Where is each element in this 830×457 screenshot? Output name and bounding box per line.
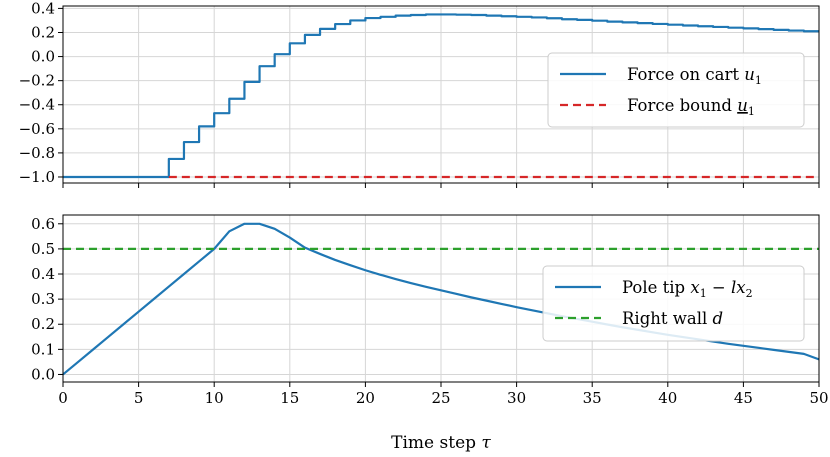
series-line-0 — [63, 13, 819, 179]
y-tick-label: 0.2 — [31, 23, 55, 41]
x-tick-label: 45 — [734, 389, 753, 407]
x-axis-label: Time step τ — [391, 433, 491, 453]
y-tick-label: 0.0 — [31, 365, 55, 383]
y-tick-label: −0.2 — [19, 72, 55, 90]
x-tick-label: 35 — [583, 389, 602, 407]
pole-panel: 0 5 10 15 20 25 30 35 40 45 50 0.0 0.1 0.2 0.3 0.4 0.5 0.… — [31, 214, 829, 407]
x-tick-label: 20 — [356, 389, 375, 407]
x-tick-label: 5 — [134, 389, 144, 407]
x-tick-label: 30 — [507, 389, 526, 407]
legend-label: Pole tip x1 − lx2 — [622, 278, 753, 300]
force-panel: −1.0 −0.8 −0.6 −0.4 −0.2 0.0 0.2 0.4 Force on c… — [19, 0, 820, 188]
x-tick-label: 15 — [280, 389, 299, 407]
x-tick-label: 40 — [658, 389, 677, 407]
y-tick-label: 0.4 — [31, 265, 55, 283]
legend-label: Force on cart u1 — [627, 65, 762, 87]
legend-label: Force bound u1 — [627, 96, 755, 118]
y-tick-label: 0.0 — [31, 48, 55, 66]
legend-box — [542, 265, 805, 342]
y-tick-label: 0.4 — [31, 0, 55, 17]
y-tick-label: −0.4 — [19, 96, 55, 114]
y-tick-label: 0.6 — [31, 215, 55, 233]
y-tick-label: 0.2 — [31, 315, 55, 333]
legend-box — [547, 52, 805, 128]
x-tick-label: 0 — [58, 389, 68, 407]
x-tick-label: 50 — [809, 389, 828, 407]
y-tick-label: 0.3 — [31, 290, 55, 308]
y-tick-label: 0.1 — [31, 340, 55, 358]
y-tick-label: −0.8 — [19, 144, 55, 162]
x-tick-label: 10 — [205, 389, 224, 407]
x-tick-label: 25 — [431, 389, 450, 407]
y-tick-label: −0.6 — [19, 120, 55, 138]
legend-label: Right wall d — [622, 309, 723, 328]
y-tick-label: −1.0 — [19, 168, 55, 186]
y-tick-label: 0.5 — [31, 240, 55, 258]
